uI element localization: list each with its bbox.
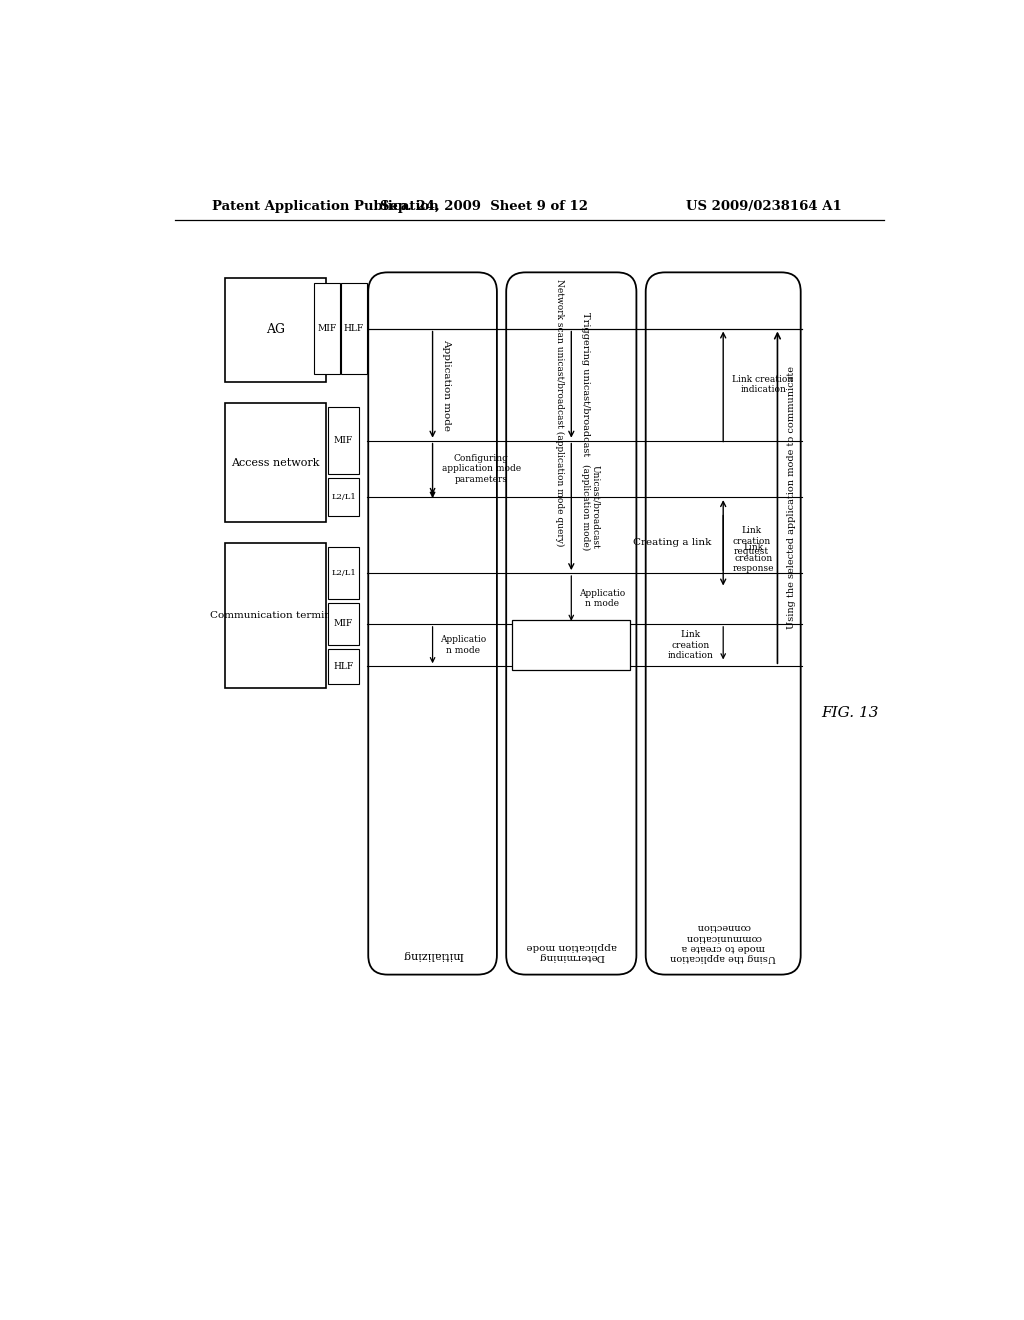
FancyBboxPatch shape	[512, 620, 630, 671]
Text: HLF: HLF	[334, 661, 353, 671]
FancyBboxPatch shape	[328, 649, 359, 684]
Text: Unicast/broadcast
(application mode): Unicast/broadcast (application mode)	[581, 463, 600, 550]
Text: Initializing: Initializing	[402, 950, 463, 961]
Text: Network scan unicast/broadcast (application mode query): Network scan unicast/broadcast (applicat…	[555, 280, 564, 546]
FancyBboxPatch shape	[328, 548, 359, 599]
Text: Applicatio
n mode: Applicatio n mode	[440, 635, 486, 655]
FancyBboxPatch shape	[328, 603, 359, 645]
Text: US 2009/0238164 A1: US 2009/0238164 A1	[686, 199, 842, 213]
FancyBboxPatch shape	[225, 277, 326, 381]
Text: AG: AG	[266, 323, 285, 337]
Text: Using the selected application mode to communicate: Using the selected application mode to c…	[786, 366, 796, 628]
Text: L2/L1: L2/L1	[331, 569, 355, 577]
Text: Sep. 24, 2009  Sheet 9 of 12: Sep. 24, 2009 Sheet 9 of 12	[381, 199, 589, 213]
Text: Access network: Access network	[231, 458, 319, 467]
FancyBboxPatch shape	[646, 272, 801, 974]
Text: HLF: HLF	[344, 325, 365, 333]
Text: Triggering unicast/broadcast: Triggering unicast/broadcast	[581, 313, 590, 457]
Text: MIF: MIF	[334, 619, 353, 628]
Text: Communication terminal: Communication terminal	[210, 611, 341, 620]
Text: MIF: MIF	[334, 436, 353, 445]
Text: MIF: MIF	[317, 325, 337, 333]
Text: Patent Application Publication: Patent Application Publication	[212, 199, 438, 213]
FancyBboxPatch shape	[369, 272, 497, 974]
FancyBboxPatch shape	[328, 407, 359, 474]
Text: Determining
application mode: Determining application mode	[526, 941, 616, 961]
FancyBboxPatch shape	[225, 544, 326, 688]
Text: Link
creation
response: Link creation response	[732, 544, 774, 573]
Text: Link
creation
indication: Link creation indication	[668, 630, 714, 660]
Text: Link
creation
request: Link creation request	[732, 527, 771, 556]
FancyBboxPatch shape	[506, 272, 636, 974]
FancyBboxPatch shape	[314, 284, 340, 374]
FancyBboxPatch shape	[341, 284, 367, 374]
Text: Using the application
mode to create a
communication
connection: Using the application mode to create a c…	[671, 923, 776, 962]
FancyBboxPatch shape	[225, 404, 326, 521]
Text: Configuring
application mode
parameters: Configuring application mode parameters	[442, 454, 521, 484]
Text: Creating a link: Creating a link	[633, 539, 712, 548]
Text: Applicatio
n mode: Applicatio n mode	[579, 589, 626, 609]
Text: L2/L1: L2/L1	[331, 494, 355, 502]
Text: Application mode: Application mode	[442, 339, 451, 430]
Text: FIG. 13: FIG. 13	[821, 706, 880, 719]
FancyBboxPatch shape	[328, 478, 359, 516]
Text: Link creation
indication: Link creation indication	[732, 375, 794, 395]
Text: Determining
application mode: Determining application mode	[531, 635, 611, 655]
